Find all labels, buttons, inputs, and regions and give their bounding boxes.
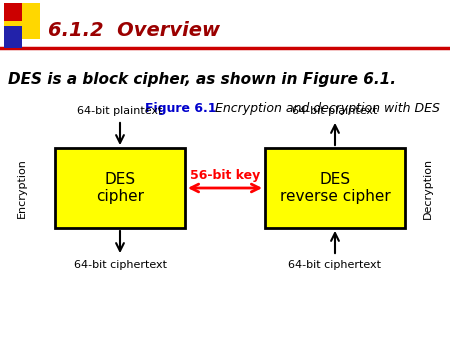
Text: Figure 6.1: Figure 6.1 (145, 102, 216, 115)
Bar (55, 148, 185, 228)
Text: Encryption and decryption with DES: Encryption and decryption with DES (207, 102, 440, 115)
Text: 56-bit key: 56-bit key (190, 169, 260, 182)
Text: DES
cipher: DES cipher (96, 172, 144, 204)
Bar (4, 3, 40, 39)
Bar (265, 148, 405, 228)
Text: 6.1.2  Overview: 6.1.2 Overview (48, 21, 220, 40)
Text: DES is a block cipher, as shown in Figure 6.1.: DES is a block cipher, as shown in Figur… (8, 72, 396, 87)
Text: Encryption: Encryption (17, 158, 27, 218)
Text: 64-bit plaintext: 64-bit plaintext (77, 106, 163, 116)
Bar (4, 3, 22, 21)
Text: Decryption: Decryption (423, 158, 433, 219)
Bar (4, 26, 22, 48)
Text: 64-bit plaintext: 64-bit plaintext (292, 106, 378, 116)
Text: 64-bit ciphertext: 64-bit ciphertext (288, 260, 382, 270)
Text: 64-bit ciphertext: 64-bit ciphertext (73, 260, 166, 270)
Text: DES
reverse cipher: DES reverse cipher (279, 172, 391, 204)
